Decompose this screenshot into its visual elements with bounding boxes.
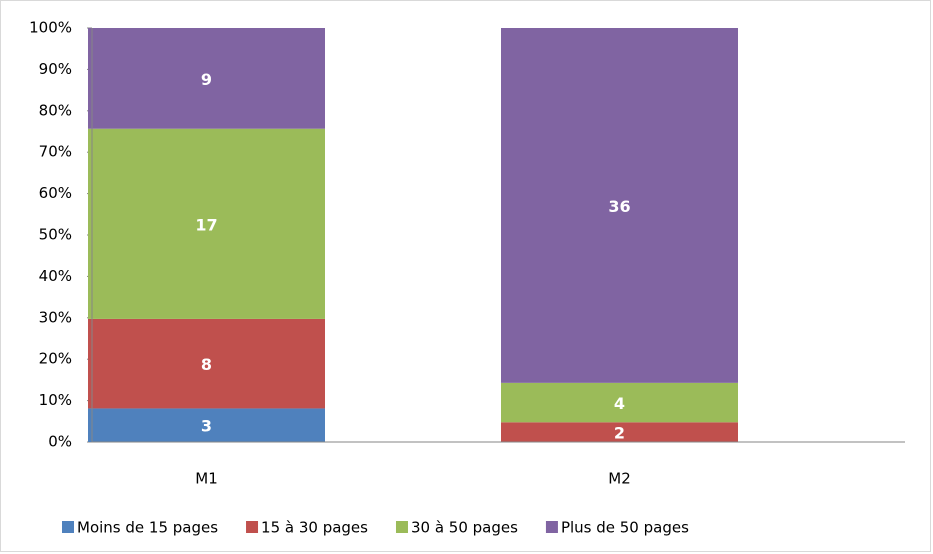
y-tick-label: 60% [39,184,72,202]
value-label: 2 [614,424,625,443]
value-label: 9 [201,70,212,89]
y-tick-label: 30% [39,308,72,326]
bar-segment [88,28,325,129]
legend-label: 30 à 50 pages [411,519,518,537]
legend-swatch [62,521,74,533]
bar-segment [88,128,325,319]
y-tick-label: 70% [39,143,72,161]
value-label: 4 [614,394,625,413]
value-label: 8 [201,355,212,374]
legend-label: Plus de 50 pages [561,519,689,537]
legend-label: Moins de 15 pages [77,519,218,537]
value-label: 3 [201,417,212,436]
x-tick-label: M1 [195,470,218,488]
value-label: 36 [608,197,630,216]
x-tick-label: M2 [608,470,631,488]
bar-segment [501,382,738,423]
legend-swatch [395,521,408,533]
y-tick-label: 100% [29,19,72,37]
bar-segment [501,28,738,383]
y-tick-label: 0% [48,433,72,451]
bar-segment [501,422,738,442]
legend-swatch [545,521,558,533]
bar-segment [88,318,325,409]
y-tick-label: 40% [39,267,72,285]
y-tick-label: 50% [39,226,72,244]
y-tick-label: 10% [39,391,72,409]
legend-label: 15 à 30 pages [261,519,368,537]
legend-swatch [246,521,259,533]
y-tick-label: 20% [39,350,72,368]
y-tick-label: 90% [39,60,72,78]
value-label: 17 [195,215,217,234]
bar-segment [88,408,325,442]
y-tick-label: 80% [39,101,72,119]
